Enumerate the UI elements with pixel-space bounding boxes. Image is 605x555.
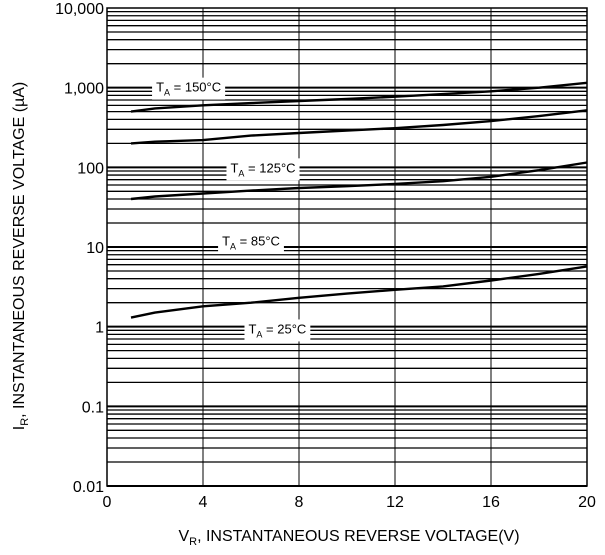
y-tick-label: 10,000 — [55, 1, 104, 18]
y-tick-label: 100 — [77, 160, 104, 177]
plot-frame — [106, 7, 588, 487]
annotation-background — [152, 77, 226, 100]
y-tick-label: 0.1 — [82, 399, 104, 416]
x-tick-label: 16 — [482, 494, 500, 511]
x-tick-label: 12 — [386, 494, 404, 511]
annotation-label-4: TA = 25°C — [244, 319, 311, 342]
annotation-label-1: TA = 150°C — [152, 77, 226, 100]
annotation-label-2: TA = 125°C — [226, 158, 300, 181]
y-axis-title: IR, INSTANTANEOUS REVERSE VOLTAGE (µA) — [11, 82, 31, 431]
annotation-label-3: TA = 85°C — [218, 231, 284, 254]
annotation-text: TA = 85°C — [222, 234, 280, 252]
annotation-text: TA = 25°C — [248, 321, 306, 339]
series-layer — [130, 81, 588, 319]
annotation-background — [226, 158, 300, 181]
annotation-text: TA = 125°C — [230, 160, 295, 178]
annotation-background — [218, 231, 284, 254]
x-tick-label: 20 — [578, 494, 596, 511]
series-line-2 — [130, 109, 588, 145]
y-tick-label: 1,000 — [64, 81, 104, 98]
x-tick-labels: 0 4 8 12 16 20 — [103, 494, 596, 511]
series-line-3 — [130, 161, 588, 201]
x-tick-label: 4 — [199, 494, 208, 511]
y-tick-label: 1 — [95, 320, 104, 337]
y-tick-labels: 0.01 0.1 1 10 100 1,000 10,000 — [55, 1, 104, 496]
x-tick-label: 8 — [295, 494, 304, 511]
y-tick-label: 10 — [86, 240, 104, 257]
series-line-4 — [130, 265, 588, 319]
annotations-layer: TA = 150°C TA = 125°C TA = 85°C TA = 25°C — [152, 77, 311, 342]
series-line-1 — [130, 81, 588, 113]
x-axis-title: VR, INSTANTANEOUS REVERSE VOLTAGE(V) — [178, 528, 519, 548]
annotation-text: TA = 150°C — [156, 80, 221, 98]
x-tick-label: 0 — [103, 494, 112, 511]
y-tick-label: 0.01 — [73, 479, 104, 496]
annotation-background — [244, 319, 311, 342]
